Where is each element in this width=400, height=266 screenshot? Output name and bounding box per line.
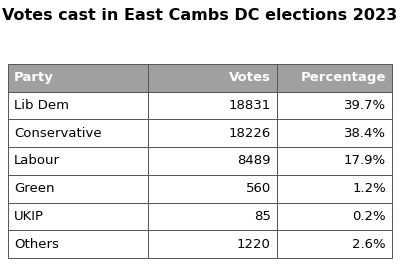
Text: 1220: 1220: [237, 238, 271, 251]
Text: Votes: Votes: [229, 71, 271, 84]
Bar: [148, 230, 277, 258]
Bar: [148, 92, 277, 119]
Text: 39.7%: 39.7%: [344, 99, 386, 112]
Text: Lib Dem: Lib Dem: [14, 99, 69, 112]
Bar: [277, 230, 392, 258]
Bar: [8, 230, 148, 258]
Bar: [148, 175, 277, 202]
Text: Others: Others: [14, 238, 59, 251]
Text: 17.9%: 17.9%: [344, 155, 386, 167]
Text: Percentage: Percentage: [301, 71, 386, 84]
Text: 0.2%: 0.2%: [352, 210, 386, 223]
Bar: [148, 119, 277, 147]
Text: Conservative: Conservative: [14, 127, 102, 140]
Text: 85: 85: [254, 210, 271, 223]
Bar: [8, 92, 148, 119]
Bar: [8, 64, 148, 92]
Text: Green: Green: [14, 182, 54, 195]
Bar: [277, 119, 392, 147]
Text: Labour: Labour: [14, 155, 60, 167]
Bar: [277, 175, 392, 202]
Bar: [148, 147, 277, 175]
Text: 38.4%: 38.4%: [344, 127, 386, 140]
Bar: [8, 175, 148, 202]
Text: Party: Party: [14, 71, 54, 84]
Text: UKIP: UKIP: [14, 210, 44, 223]
Text: 1.2%: 1.2%: [352, 182, 386, 195]
Text: 2.6%: 2.6%: [352, 238, 386, 251]
Bar: [8, 202, 148, 230]
Text: 18226: 18226: [228, 127, 271, 140]
Text: 8489: 8489: [237, 155, 271, 167]
Text: Votes cast in East Cambs DC elections 2023: Votes cast in East Cambs DC elections 20…: [2, 8, 398, 23]
Bar: [277, 64, 392, 92]
Text: 18831: 18831: [228, 99, 271, 112]
Text: 560: 560: [246, 182, 271, 195]
Bar: [8, 119, 148, 147]
Bar: [148, 64, 277, 92]
Bar: [277, 202, 392, 230]
Bar: [277, 147, 392, 175]
Bar: [8, 147, 148, 175]
Bar: [148, 202, 277, 230]
Bar: [277, 92, 392, 119]
